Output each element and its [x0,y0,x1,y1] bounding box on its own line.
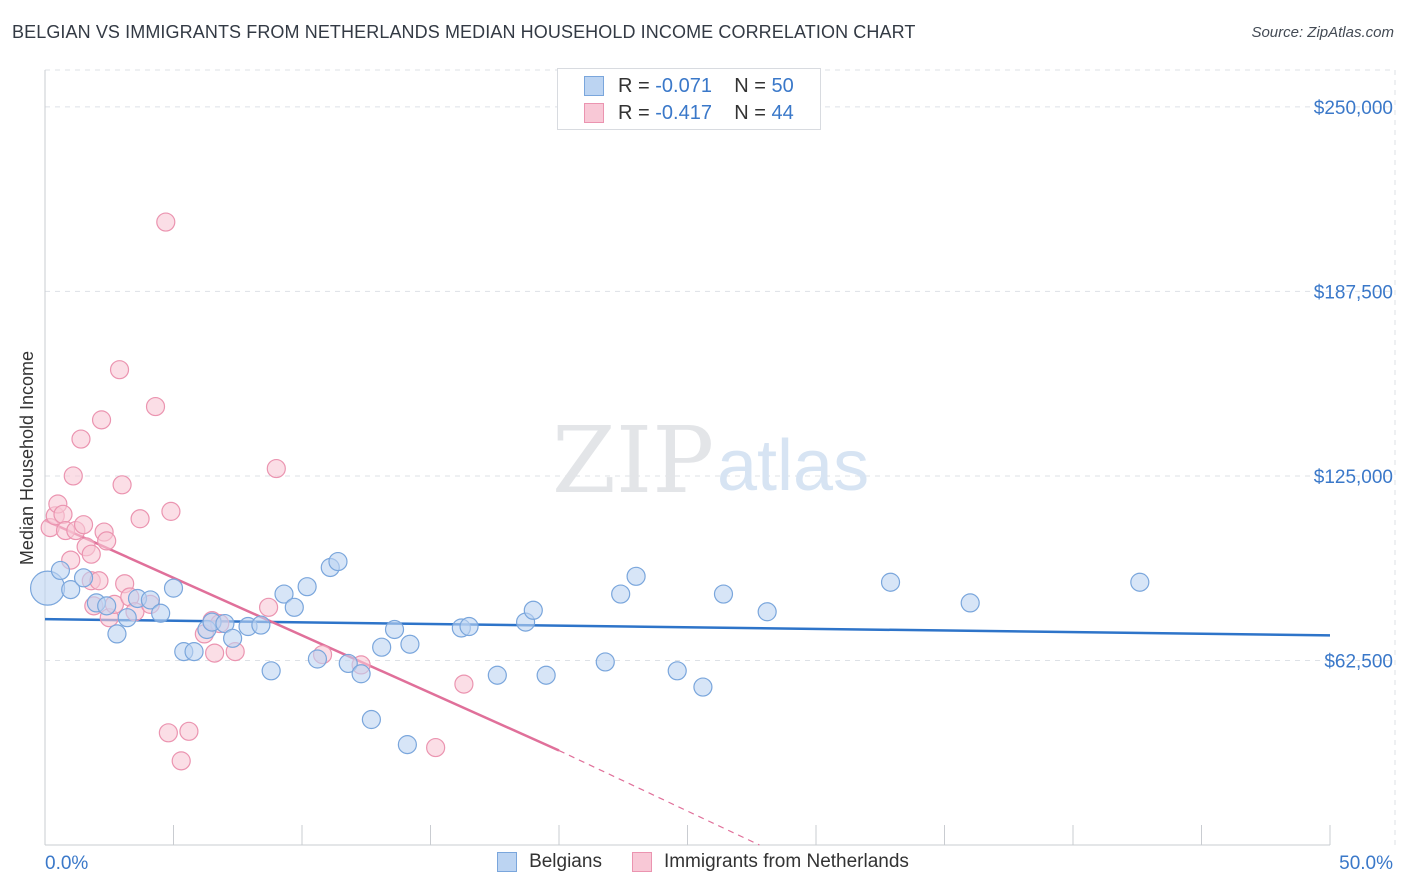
legend-swatch-pink [584,103,604,123]
data-point-netherlands [258,597,279,617]
data-point-netherlands [179,721,199,741]
data-point-netherlands [156,212,176,232]
x-tick-label-min: 0.0% [45,853,88,874]
data-point-netherlands [112,475,132,495]
data-point-belgians [50,560,71,581]
data-point-belgians [184,642,204,662]
r-label: R = [618,74,650,97]
data-point-belgians [757,602,777,622]
data-point-netherlands [73,515,94,535]
data-point-belgians [459,616,479,637]
data-point-belgians [297,577,317,597]
data-point-belgians [595,652,615,672]
legend-swatch-blue [584,76,604,96]
data-point-belgians [960,593,980,613]
data-point-belgians [307,649,328,669]
data-point-belgians [626,566,646,586]
data-point-belgians [384,619,405,640]
data-point-belgians [400,634,420,654]
data-point-belgians [667,661,687,681]
data-point-netherlands [426,737,446,758]
legend-swatch-blue [497,852,518,872]
data-point-belgians [151,603,171,623]
data-point-belgians [693,677,713,697]
trend-line-netherlands [44,519,560,752]
data-point-belgians [261,661,281,681]
watermark-zip: ZIP [552,407,714,514]
data-point-netherlands [145,396,166,417]
data-point-belgians [536,665,556,685]
data-point-netherlands [109,360,130,380]
data-point-belgians [97,596,117,616]
data-point-belgians [397,735,417,755]
y-tick-label: $62,500 [1324,651,1393,672]
data-point-netherlands [63,466,83,486]
data-point-belgians [274,584,294,604]
data-point-belgians [611,584,631,604]
data-point-belgians [223,628,243,648]
data-point-belgians [713,584,734,604]
data-point-belgians [163,578,184,598]
stats-legend: R = -0.071 N = 50 R = -0.417 N = 44 [557,68,821,130]
r-label: R = [618,101,650,124]
x-tick-label-max: 50.0% [1339,853,1393,874]
data-point-netherlands [130,509,150,529]
data-point-netherlands [454,674,474,694]
data-point-belgians [523,600,543,620]
data-point-belgians [140,590,160,610]
data-point-belgians [215,613,235,634]
data-point-netherlands [81,544,101,564]
data-point-belgians [880,572,901,592]
data-point-netherlands [97,531,117,551]
stats-row-netherlands: R = -0.417 N = 44 [584,100,794,126]
legend-item-netherlands: Immigrants from Netherlands [631,851,909,873]
data-point-belgians [328,551,348,572]
data-point-netherlands [205,643,225,663]
data-point-netherlands [91,410,112,430]
data-point-belgians [487,665,507,685]
legend-label-netherlands: Immigrants from Netherlands [663,851,909,872]
data-point-netherlands [158,723,178,743]
y-tick-label: $187,500 [1314,282,1393,303]
legend-label-belgians: Belgians [529,851,602,872]
data-point-netherlands [266,458,286,479]
watermark-atlas: atlas [717,426,869,506]
n-label: N = [734,101,766,124]
r-value: -0.071 [655,74,712,97]
data-point-belgians [117,608,137,628]
series-legend: Belgians Immigrants from Netherlands [0,851,1406,873]
n-label: N = [734,74,766,97]
data-point-netherlands [161,501,181,521]
data-point-belgians [61,580,81,600]
data-point-netherlands [171,751,191,771]
data-point-belgians [251,615,271,635]
n-value: 50 [771,74,794,97]
data-point-belgians [338,653,358,674]
data-point-belgians [284,597,304,617]
data-point-belgians [361,709,381,730]
source-credit: Source: ZipAtlas.com [1251,24,1394,41]
data-point-netherlands [53,504,73,524]
data-point-belgians [1130,572,1150,592]
y-tick-label: $125,000 [1314,467,1393,488]
data-point-belgians [351,664,371,684]
data-point-belgians [73,568,94,588]
y-tick-label: $250,000 [1314,98,1393,119]
legend-swatch-pink [631,852,652,872]
n-value: 44 [771,101,794,124]
data-point-belgians [372,637,392,657]
chart-title: BELGIAN VS IMMIGRANTS FROM NETHERLANDS M… [12,22,916,42]
y-axis-label: Median Household Income [17,351,37,565]
legend-item-belgians: Belgians [497,851,602,873]
stats-row-belgians: R = -0.071 N = 50 [584,73,794,99]
trend-line-netherlands-extrapolated [558,749,760,846]
data-point-belgians [107,624,127,644]
data-point-netherlands [71,429,91,449]
r-value: -0.417 [655,101,712,124]
